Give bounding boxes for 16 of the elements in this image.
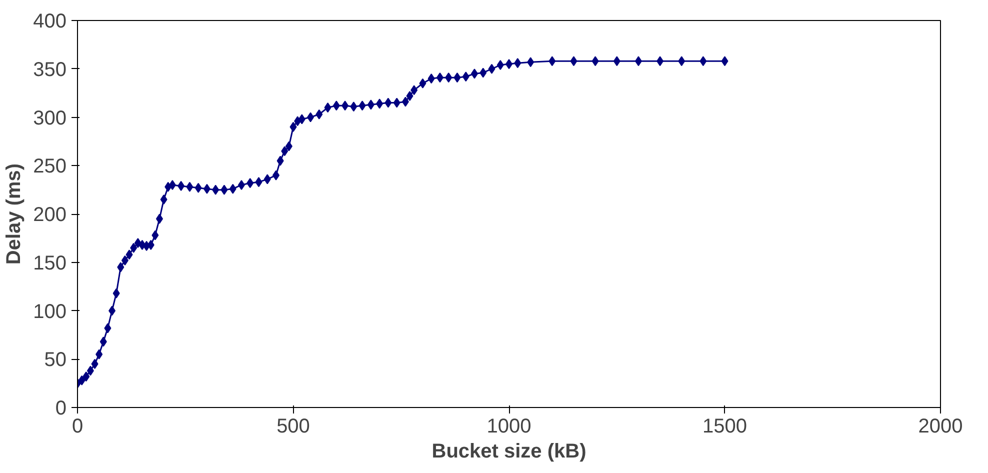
y-tick-label: 150: [33, 252, 67, 274]
x-tick-label: 500: [276, 416, 310, 438]
x-tick-label: 2000: [918, 416, 963, 438]
y-tick-label: 350: [33, 58, 67, 81]
x-tick-label: 1500: [702, 416, 748, 438]
y-tick-label: 200: [33, 204, 67, 226]
x-axis-title: Bucket size (kB): [432, 440, 586, 462]
y-tick-label: 0: [55, 398, 66, 420]
y-tick-label: 300: [33, 107, 67, 130]
x-tick-label: 1000: [486, 416, 532, 438]
y-axis-title: Delay (ms): [3, 163, 26, 265]
y-tick-label: 400: [33, 10, 67, 32]
y-tick-label: 100: [33, 300, 67, 323]
y-tick-label: 250: [33, 156, 67, 178]
x-tick-label: 0: [72, 416, 84, 438]
y-tick-label: 50: [44, 349, 67, 372]
